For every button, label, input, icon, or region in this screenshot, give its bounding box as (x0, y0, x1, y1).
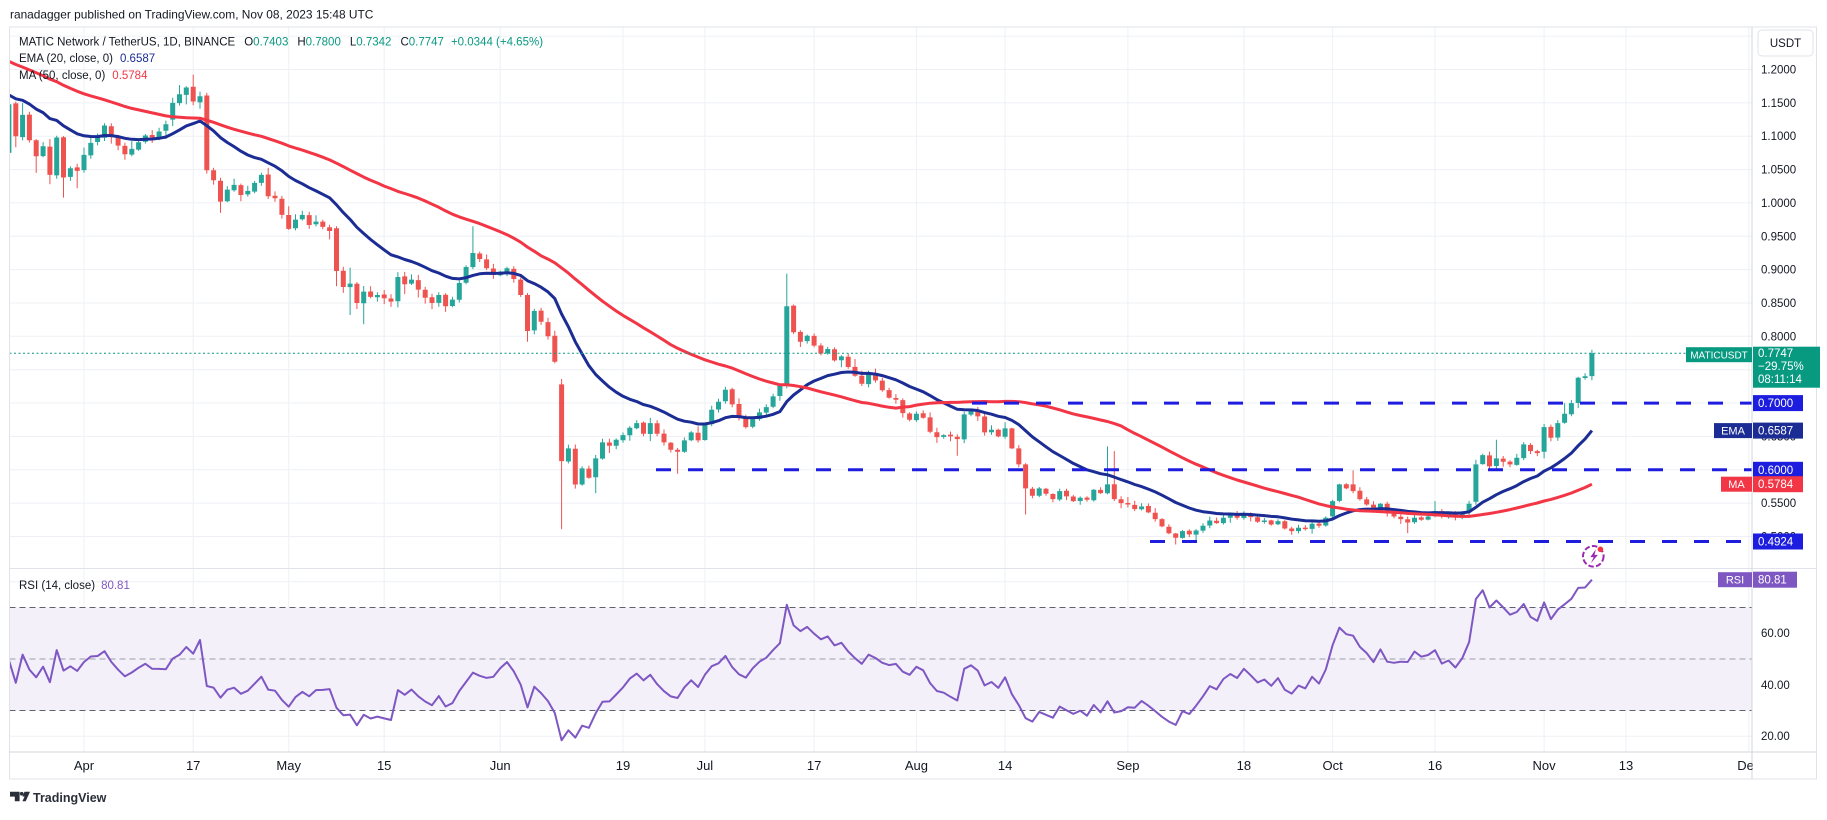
svg-text:0.5784: 0.5784 (1758, 479, 1794, 491)
svg-text:Nov: Nov (1533, 758, 1557, 773)
svg-text:MATICUSDT: MATICUSDT (1690, 351, 1748, 362)
svg-text:Sep: Sep (1116, 758, 1139, 773)
svg-text:18: 18 (1237, 758, 1251, 773)
svg-text:RSI: RSI (1726, 575, 1744, 587)
svg-text:0.6587: 0.6587 (1758, 426, 1793, 438)
svg-text:Dec: Dec (1737, 758, 1761, 773)
svg-text:RSI (14, close)80.81: RSI (14, close) 80.81 (19, 580, 130, 592)
svg-text:0.7000: 0.7000 (1758, 398, 1793, 410)
svg-text:80.81: 80.81 (1758, 575, 1787, 587)
svg-text:19: 19 (616, 758, 630, 773)
svg-text:0.5500: 0.5500 (1761, 498, 1796, 510)
svg-text:Oct: Oct (1322, 758, 1343, 773)
svg-text:17: 17 (186, 758, 200, 773)
svg-text:16: 16 (1428, 758, 1442, 773)
svg-text:USDT: USDT (1770, 38, 1801, 50)
svg-text:ranadagger published on Tradin: ranadagger published on TradingView.com,… (10, 8, 374, 22)
svg-text:0.4924: 0.4924 (1758, 537, 1794, 549)
svg-text:0.8500: 0.8500 (1761, 298, 1796, 310)
svg-text:MA: MA (1728, 479, 1745, 491)
svg-text:1.0000: 1.0000 (1761, 198, 1796, 210)
svg-text:1.0500: 1.0500 (1761, 165, 1796, 177)
svg-text:0.9000: 0.9000 (1761, 265, 1796, 277)
svg-text:0.9500: 0.9500 (1761, 231, 1796, 243)
svg-text:−29.75%: −29.75% (1758, 361, 1804, 373)
svg-text:TradingView: TradingView (33, 791, 107, 805)
svg-text:40.00: 40.00 (1761, 680, 1790, 692)
svg-text:0.6000: 0.6000 (1758, 465, 1793, 477)
svg-text:1.1500: 1.1500 (1761, 98, 1796, 110)
svg-text:13: 13 (1619, 758, 1633, 773)
svg-text:Jul: Jul (697, 758, 714, 773)
svg-text:May: May (276, 758, 301, 773)
svg-text:60.00: 60.00 (1761, 628, 1790, 640)
svg-text:08:11:14: 08:11:14 (1758, 374, 1803, 386)
svg-text:Jun: Jun (490, 758, 511, 773)
svg-text:1.1000: 1.1000 (1761, 131, 1796, 143)
svg-text:0.8000: 0.8000 (1761, 331, 1796, 343)
svg-text:Aug: Aug (905, 758, 928, 773)
svg-text:Apr: Apr (74, 758, 95, 773)
svg-text:MATIC Network / TetherUS, 1D,: MATIC Network / TetherUS, 1D, BINANCE O0.… (19, 37, 543, 49)
svg-text:15: 15 (377, 758, 391, 773)
svg-text:20.00: 20.00 (1761, 731, 1790, 743)
svg-text:0.7747: 0.7747 (1758, 348, 1793, 360)
svg-text:MA (50, close, 0)0.5784: MA (50, close, 0) 0.5784 (19, 70, 148, 82)
svg-text:EMA (20, close, 0)0.6587: EMA (20, close, 0) 0.6587 (19, 53, 155, 65)
svg-text:14: 14 (998, 758, 1012, 773)
svg-text:1.2000: 1.2000 (1761, 65, 1796, 77)
svg-text:EMA: EMA (1721, 426, 1746, 438)
svg-text:17: 17 (807, 758, 821, 773)
